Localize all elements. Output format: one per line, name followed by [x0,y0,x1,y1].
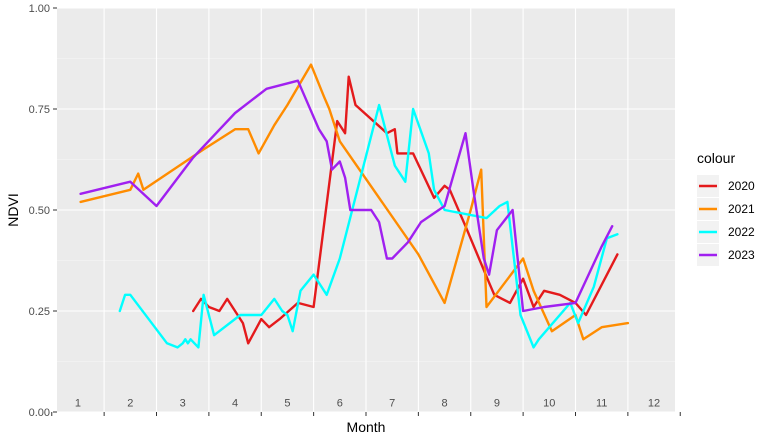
legend-label-2022: 2022 [728,225,755,239]
y-tick-label: 0.50 [29,205,50,217]
legend-label-2023: 2023 [728,248,755,262]
series-lines [79,63,630,349]
x-tick-label: 4 [232,398,238,410]
legend: colour 2020 2021 2022 2023 [697,150,755,266]
y-tick-label: 0.75 [29,104,50,116]
x-axis-title: Month [347,419,386,435]
x-tick-label: 1 [75,398,81,410]
legend-label-2020: 2020 [728,179,755,193]
y-tick-label: 0.25 [29,306,50,318]
x-tick-label: 6 [337,398,343,410]
x-tick-label: 2 [127,398,133,410]
x-axis: 1 2 3 4 5 6 7 8 9 10 11 12 [51,398,681,416]
x-tick-label: 10 [543,398,555,410]
grid-major [51,7,681,413]
legend-label-2021: 2021 [728,202,755,216]
series-line-2020 [191,75,619,345]
y-axis-title: NDVI [5,193,21,226]
x-tick-label: 8 [441,398,447,410]
y-axis: 0.00 0.25 0.50 0.75 1.00 [29,3,57,419]
series-line-2022 [118,103,619,349]
x-tick-label: 3 [180,398,186,410]
x-tick-label: 9 [494,398,500,410]
x-tick-label: 12 [648,398,660,410]
legend-title: colour [697,150,735,166]
y-tick-label: 0.00 [29,407,50,419]
series-line-2023 [79,79,614,313]
x-tick-label: 11 [596,398,607,410]
series-line-2021 [79,63,630,341]
x-tick-label: 7 [389,398,395,410]
x-tick-label: 5 [284,398,290,410]
y-tick-label: 1.00 [29,3,50,15]
